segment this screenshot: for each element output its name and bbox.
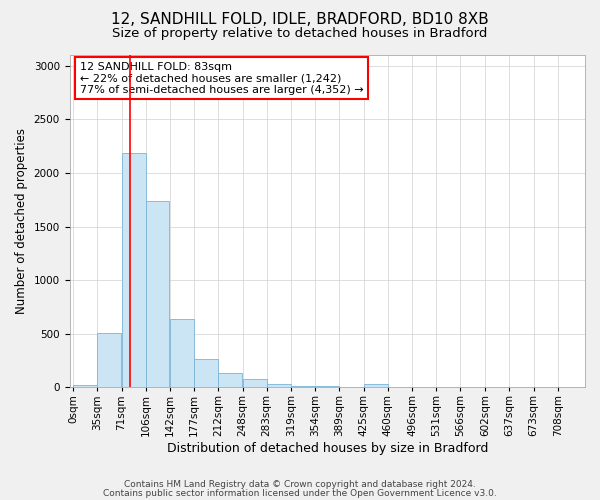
Y-axis label: Number of detached properties: Number of detached properties [15,128,28,314]
Text: Size of property relative to detached houses in Bradford: Size of property relative to detached ho… [112,28,488,40]
X-axis label: Distribution of detached houses by size in Bradford: Distribution of detached houses by size … [167,442,488,455]
Text: Contains HM Land Registry data © Crown copyright and database right 2024.: Contains HM Land Registry data © Crown c… [124,480,476,489]
Text: 12 SANDHILL FOLD: 83sqm
← 22% of detached houses are smaller (1,242)
77% of semi: 12 SANDHILL FOLD: 83sqm ← 22% of detache… [80,62,364,95]
Bar [170,319,194,388]
Bar [122,153,146,388]
Bar [292,386,315,388]
Bar [194,360,218,388]
Bar [97,332,121,388]
Bar [339,387,363,388]
Text: Contains public sector information licensed under the Open Government Licence v3: Contains public sector information licen… [103,489,497,498]
Bar [146,201,169,388]
Bar [73,384,97,388]
Text: 12, SANDHILL FOLD, IDLE, BRADFORD, BD10 8XB: 12, SANDHILL FOLD, IDLE, BRADFORD, BD10 … [111,12,489,28]
Bar [388,387,412,388]
Bar [243,380,266,388]
Bar [364,384,388,388]
Bar [218,374,242,388]
Bar [266,384,290,388]
Bar [315,386,339,388]
